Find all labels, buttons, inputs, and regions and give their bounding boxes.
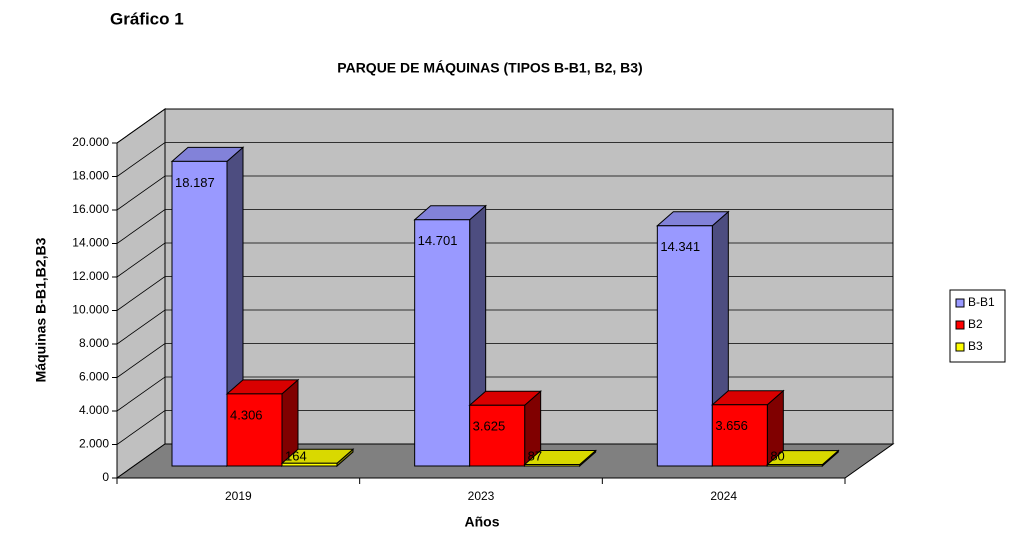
value-label: 18.187 <box>175 175 215 190</box>
value-label: 3.656 <box>715 418 748 433</box>
y-tick-label: 20.000 <box>72 135 109 149</box>
y-axis-label: Máquinas B-B1,B2,B3 <box>33 237 49 382</box>
legend-swatch <box>955 342 965 352</box>
value-label: 164 <box>285 448 307 463</box>
y-tick-label: 10.000 <box>72 303 109 317</box>
legend-swatch <box>955 320 965 330</box>
value-label: 4.306 <box>230 407 263 422</box>
y-tick-label: 4.000 <box>79 403 109 417</box>
grid-line <box>116 142 893 177</box>
grid-line <box>116 242 893 278</box>
bar <box>469 404 526 467</box>
value-label: 14.341 <box>660 239 700 254</box>
y-tick-label: 8.000 <box>79 336 109 350</box>
x-tick-label: 2024 <box>710 489 737 503</box>
value-label: 87 <box>528 448 542 463</box>
bar <box>171 160 228 467</box>
value-label: 14.701 <box>418 233 458 248</box>
y-tick-label: 12.000 <box>72 269 109 283</box>
grid-line <box>116 309 893 345</box>
x-tick-label: 2023 <box>468 489 495 503</box>
y-tick-label: 14.000 <box>72 236 109 250</box>
y-tick-label: 16.000 <box>72 202 109 216</box>
legend-label: B-B1 <box>968 295 995 309</box>
bar <box>524 464 581 467</box>
heading: Gráfico 1 <box>110 9 184 28</box>
grid-line <box>116 175 893 211</box>
legend-swatch <box>955 298 965 308</box>
bar <box>711 404 768 467</box>
y-tick-label: 18.000 <box>72 169 109 183</box>
grid-line <box>116 410 893 445</box>
grid-line <box>116 376 893 412</box>
value-label: 80 <box>770 448 784 463</box>
x-tick-label: 2019 <box>225 489 252 503</box>
y-tick-label: 2.000 <box>79 437 109 451</box>
y-tick-label: 6.000 <box>79 370 109 384</box>
bar <box>656 225 713 467</box>
bar <box>226 393 283 467</box>
x-axis-label: Años <box>465 514 500 530</box>
grid-line <box>116 276 893 311</box>
bar <box>281 462 338 467</box>
bar <box>766 464 823 467</box>
y-tick-label: 0 <box>102 470 109 484</box>
bar <box>414 219 471 467</box>
legend-label: B3 <box>968 339 983 353</box>
grid-line <box>116 209 893 244</box>
legend-label: B2 <box>968 317 983 331</box>
grid-line <box>116 108 893 144</box>
chart-title: PARQUE DE MÁQUINAS (TIPOS B-B1, B2, B3) <box>337 60 642 76</box>
grid-line <box>116 343 893 378</box>
value-label: 3.625 <box>473 419 506 434</box>
